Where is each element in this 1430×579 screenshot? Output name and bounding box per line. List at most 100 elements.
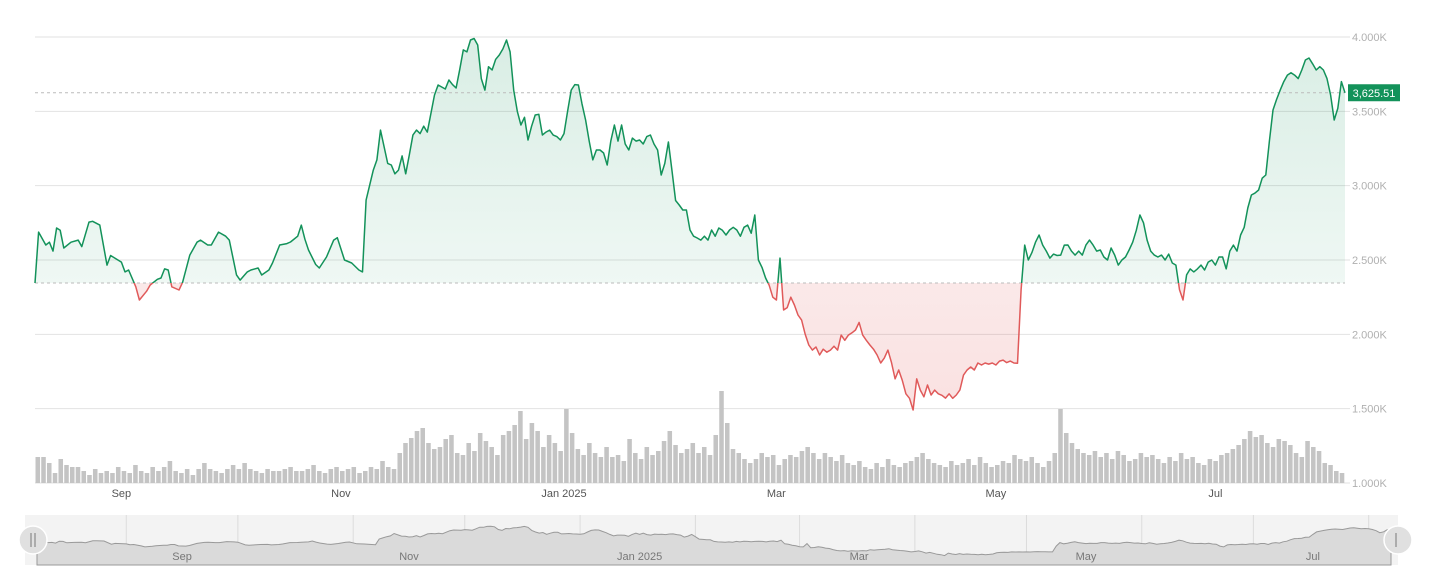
volume-bar bbox=[431, 449, 437, 483]
volume-bar bbox=[454, 453, 460, 483]
volume-bar bbox=[1201, 465, 1207, 483]
volume-bar bbox=[914, 457, 920, 483]
volume-bar bbox=[41, 457, 46, 483]
volume-bar bbox=[1334, 471, 1339, 483]
volume-bar bbox=[190, 475, 196, 483]
up-area bbox=[35, 38, 1345, 284]
volume-bar bbox=[977, 457, 983, 483]
volume-bar bbox=[1305, 441, 1310, 483]
volume-bar bbox=[1316, 451, 1322, 483]
navigator-tick-label: Sep bbox=[172, 551, 192, 563]
navigator[interactable]: Sep Nov Jan 2025 Mar May Jul bbox=[18, 515, 1413, 566]
volume-bar bbox=[1138, 453, 1144, 483]
volume-bar bbox=[581, 455, 586, 483]
volume-bar bbox=[989, 467, 994, 483]
volume-bar bbox=[523, 439, 529, 483]
volume-bar bbox=[1184, 459, 1190, 483]
volume-bar bbox=[943, 467, 948, 483]
volume-bar bbox=[880, 467, 885, 483]
volume-bar bbox=[437, 447, 443, 483]
volume-bar bbox=[259, 473, 265, 483]
down-area bbox=[134, 283, 1186, 410]
volume-bar bbox=[920, 453, 925, 483]
volume-bar bbox=[1132, 459, 1138, 483]
volume-bar bbox=[1098, 457, 1103, 483]
volume-bar bbox=[535, 431, 540, 483]
volume-bar bbox=[1075, 449, 1081, 483]
volume-bar bbox=[1069, 443, 1075, 483]
volume-bar bbox=[271, 471, 276, 483]
volume-bar bbox=[1247, 431, 1253, 483]
volume-bar bbox=[219, 473, 224, 483]
volume-bar bbox=[857, 461, 862, 483]
volume-bar bbox=[1040, 467, 1046, 483]
volume-bar bbox=[966, 459, 971, 483]
volume-bar bbox=[265, 469, 270, 483]
volume-bar bbox=[500, 435, 506, 483]
navigator-tick-label: May bbox=[1076, 551, 1097, 563]
volume-bar bbox=[667, 431, 673, 483]
volume-bar bbox=[75, 467, 81, 483]
navigator-right-handle[interactable] bbox=[1383, 525, 1413, 555]
volume-bar bbox=[765, 457, 770, 483]
volume-bar bbox=[1207, 459, 1213, 483]
volume-bar bbox=[472, 451, 477, 483]
volume-bar bbox=[506, 431, 512, 483]
volume-bar bbox=[1000, 461, 1006, 483]
volume-bar bbox=[305, 469, 311, 483]
volume-bar bbox=[98, 473, 104, 483]
volume-bar bbox=[1063, 433, 1069, 483]
volume-bar bbox=[661, 441, 667, 483]
volume-bar bbox=[960, 463, 966, 483]
volume-bar bbox=[179, 473, 184, 483]
volume-bar bbox=[874, 463, 879, 483]
volume-bar bbox=[633, 453, 638, 483]
volume-bar bbox=[552, 443, 558, 483]
price-lines bbox=[34, 37, 1346, 411]
volume-bar bbox=[822, 453, 828, 483]
volume-bar bbox=[1058, 409, 1063, 483]
volume-bar bbox=[443, 439, 448, 483]
volume-bar bbox=[736, 453, 742, 483]
volume-bar bbox=[742, 459, 747, 483]
navigator-left-handle[interactable] bbox=[18, 525, 48, 555]
volume-bar bbox=[477, 433, 483, 483]
volume-bar bbox=[656, 451, 661, 483]
volume-bar bbox=[696, 453, 701, 483]
volume-bar bbox=[753, 459, 759, 483]
price-areas bbox=[35, 38, 1345, 410]
volume-bar bbox=[1115, 451, 1121, 483]
y-tick-label: 2.500K bbox=[1352, 255, 1388, 267]
volume-bar bbox=[144, 473, 150, 483]
volume-bar bbox=[1265, 443, 1270, 483]
volume-bar bbox=[426, 443, 431, 483]
volume-bar bbox=[161, 467, 167, 483]
volume-bar bbox=[1081, 453, 1086, 483]
navigator-area bbox=[36, 525, 1392, 566]
volume-bar bbox=[1006, 463, 1012, 483]
volume-bar bbox=[673, 445, 678, 483]
volume-bar bbox=[466, 443, 471, 483]
volume-bar bbox=[150, 467, 155, 483]
volume-bar bbox=[839, 455, 845, 483]
volume-bar bbox=[627, 439, 632, 483]
volume-bar bbox=[69, 467, 75, 483]
volume-bar bbox=[1213, 461, 1218, 483]
volume-bar bbox=[788, 455, 793, 483]
volume-bar bbox=[385, 467, 391, 483]
volume-bar bbox=[156, 471, 161, 483]
volume-bar bbox=[1046, 461, 1052, 483]
volume-bar bbox=[621, 461, 627, 483]
volume-bar bbox=[81, 471, 87, 483]
volume-bar bbox=[776, 465, 782, 483]
volume-bar bbox=[1161, 463, 1167, 483]
volume-bar bbox=[449, 435, 454, 483]
volume-bar bbox=[1293, 453, 1299, 483]
volume-bar bbox=[512, 425, 517, 483]
volume-bar bbox=[587, 443, 592, 483]
volume-bar bbox=[368, 467, 374, 483]
navigator-tick-label: Mar bbox=[850, 551, 869, 563]
volume-bar bbox=[799, 451, 805, 483]
volume-bar bbox=[1173, 461, 1178, 483]
